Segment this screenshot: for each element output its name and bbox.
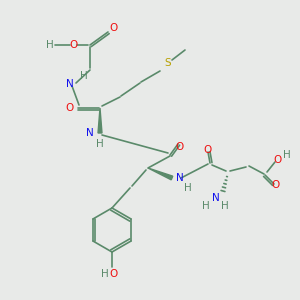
Text: O: O [272, 180, 280, 190]
Text: H: H [283, 150, 291, 160]
Text: H: H [101, 269, 109, 279]
Text: S: S [165, 58, 171, 68]
Text: O: O [274, 155, 282, 165]
Text: O: O [69, 40, 77, 50]
Text: O: O [204, 145, 212, 155]
Text: N: N [66, 79, 74, 89]
Polygon shape [148, 168, 173, 180]
Text: H: H [221, 201, 229, 211]
Text: N: N [212, 193, 220, 203]
Text: H: H [96, 139, 104, 149]
Text: H: H [80, 71, 88, 81]
Text: O: O [176, 142, 184, 152]
Polygon shape [98, 108, 102, 133]
Text: N: N [86, 128, 94, 138]
Text: H: H [46, 40, 54, 50]
Text: H: H [184, 183, 192, 193]
Text: O: O [110, 269, 118, 279]
Text: O: O [109, 23, 117, 33]
Text: H: H [202, 201, 210, 211]
Text: N: N [176, 173, 184, 183]
Text: O: O [66, 103, 74, 113]
